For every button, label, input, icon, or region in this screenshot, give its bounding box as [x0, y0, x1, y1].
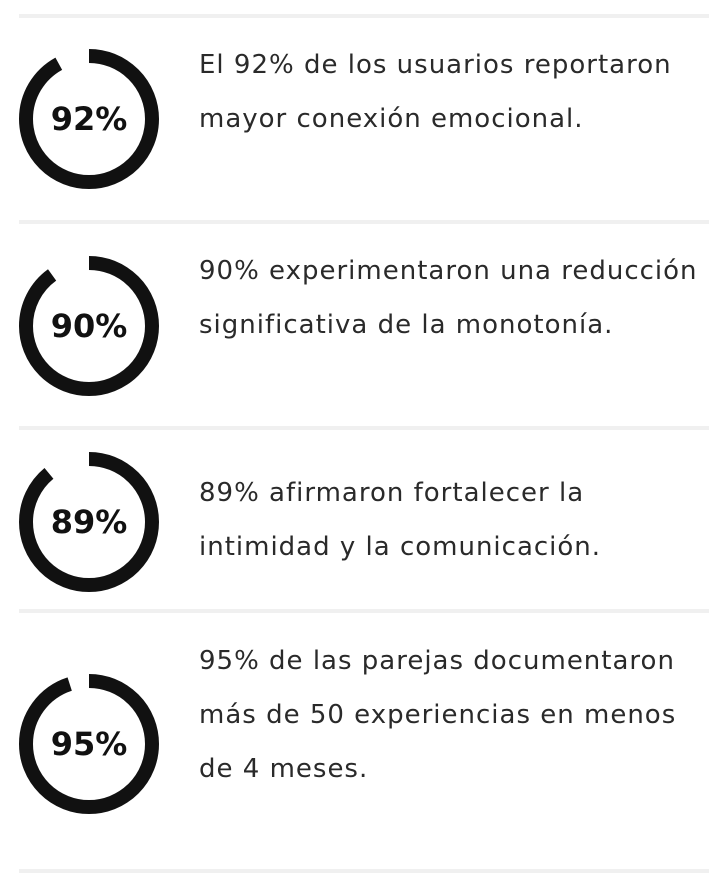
- divider: [19, 609, 709, 613]
- progress-ring: 90%: [16, 253, 162, 399]
- progress-ring-graphic: [19, 49, 159, 189]
- progress-ring: 95%: [16, 671, 162, 817]
- stat-description: El 92% de los usuarios reportaron mayor …: [199, 50, 672, 134]
- divider: [19, 14, 709, 18]
- progress-ring-graphic: [19, 452, 159, 592]
- stat-value: 90%: [50, 307, 128, 345]
- progress-ring-arc: [19, 674, 159, 814]
- stat-value: 92%: [50, 100, 128, 138]
- stat-value: 89%: [50, 503, 128, 541]
- progress-ring-graphic: [19, 256, 159, 396]
- stat-description: 89% afirmaron fortalecer la intimidad y …: [199, 478, 602, 562]
- progress-ring-arc: [19, 49, 159, 189]
- stat-description: 95% de las parejas documentaron más de 5…: [199, 646, 677, 784]
- progress-ring: 92%: [16, 46, 162, 192]
- stat-value: 95%: [50, 725, 128, 763]
- divider: [19, 869, 709, 873]
- divider: [19, 426, 709, 430]
- progress-ring-arc: [19, 256, 159, 396]
- progress-ring-graphic: [19, 674, 159, 814]
- progress-ring-arc: [19, 452, 159, 592]
- stat-description: 90% experimentaron una reducción signifi…: [199, 256, 698, 340]
- divider: [19, 220, 709, 224]
- progress-ring: 89%: [16, 449, 162, 595]
